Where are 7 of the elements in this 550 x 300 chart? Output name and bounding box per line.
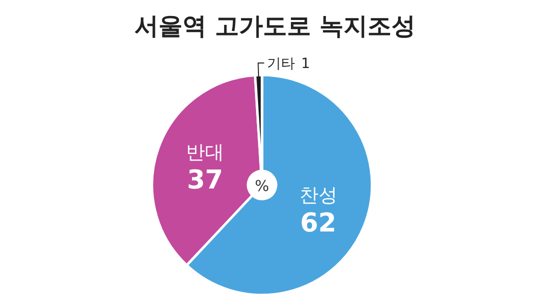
text: % — [254, 177, 270, 195]
slice-label: 찬성 — [299, 184, 338, 206]
slice-label: 반대 — [186, 142, 224, 164]
slice-label: 기타 — [267, 56, 296, 72]
data-label: 62 — [300, 208, 336, 238]
data-label: 37 — [186, 166, 224, 196]
chart-title: 서울역 고가도로 녹지조성 — [134, 12, 416, 40]
